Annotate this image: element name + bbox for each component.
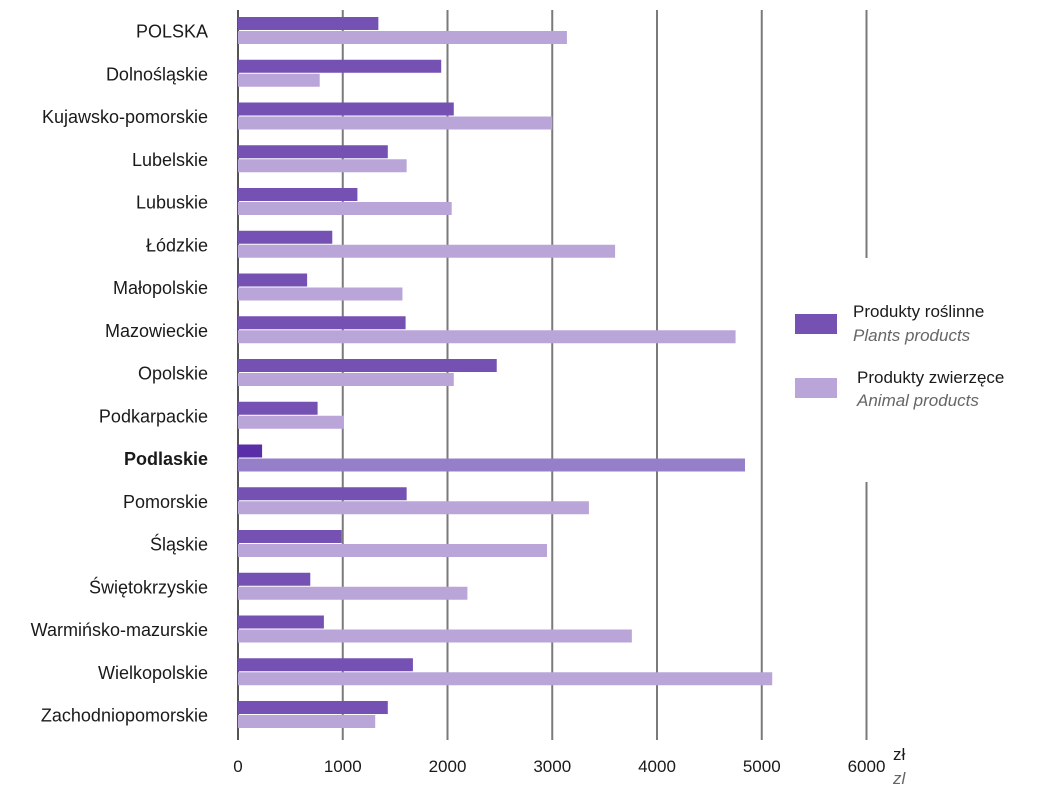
x-unit-label: zł [893, 745, 906, 764]
bar-animal-6 [238, 287, 403, 301]
legend-swatch-plants [795, 314, 837, 334]
bar-animal-15 [238, 672, 773, 686]
x-tick-label-0: 0 [233, 757, 242, 776]
bar-animal-2 [238, 116, 553, 130]
x-unit-label-group: zł zl [892, 745, 907, 788]
category-label-5: Łódzkie [146, 235, 208, 255]
bar-plants-16 [238, 701, 388, 714]
x-tick-label-4000: 4000 [638, 757, 676, 776]
bar-plants-15 [238, 658, 413, 672]
category-label-12: Śląskie [150, 534, 208, 555]
bar-animal-0 [238, 31, 567, 44]
category-labels: POLSKA Dolnośląskie Kujawsko-pomorskie Lube… [31, 22, 208, 726]
bar-animal-5 [238, 244, 616, 258]
bar-animal-1 [238, 73, 320, 87]
bar-plants-11 [238, 487, 407, 501]
x-tick-label-2000: 2000 [429, 757, 467, 776]
category-label-1: Dolnośląskie [106, 64, 208, 84]
category-label-10: Podlaskie [124, 449, 208, 469]
category-label-7: Mazowieckie [105, 321, 208, 341]
bar-plants-6 [238, 273, 308, 287]
bar-plants-7 [238, 316, 406, 330]
category-label-16: Zachodniopomorskie [41, 706, 208, 726]
bar-animal-3 [238, 159, 407, 173]
bar-plants-5 [238, 230, 333, 244]
category-label-6: Małopolskie [113, 278, 208, 298]
legend: Produkty roślinne Plants products Produkty… [795, 302, 1004, 410]
legend-label-animal: Produkty zwierzęce [857, 368, 1004, 387]
x-tick-label-3000: 3000 [533, 757, 571, 776]
bar-animal-7 [238, 330, 736, 344]
x-tick-label-6000: 6000 [848, 757, 886, 776]
bar-plants-12 [238, 530, 342, 543]
bar-animal-16 [238, 715, 376, 728]
x-tick-label-5000: 5000 [743, 757, 781, 776]
legend-label-en-plants: Plants products [853, 326, 971, 345]
legend-label-en-animal: Animal products [856, 391, 979, 410]
bar-animal-12 [238, 544, 548, 557]
bar-plants-8 [238, 359, 497, 372]
bar-animal-8 [238, 373, 454, 386]
bar-plants-13 [238, 572, 311, 586]
bar-animal-11 [238, 501, 589, 515]
category-label-14: Warmińsko-mazurskie [31, 620, 208, 640]
bar-animal-13 [238, 586, 468, 600]
category-label-15: Wielkopolskie [98, 663, 208, 683]
bar-animal-4 [238, 202, 452, 215]
x-tick-label-1000: 1000 [324, 757, 362, 776]
bar-animal-14 [238, 629, 632, 643]
bar-plants-14 [238, 615, 324, 629]
legend-swatch-animal [795, 378, 837, 398]
bar-animal-9 [238, 415, 344, 429]
category-label-8: Opolskie [138, 364, 208, 384]
category-label-3: Lubelskie [132, 150, 208, 170]
bar-plants-2 [238, 102, 454, 116]
category-label-2: Kujawsko-pomorskie [42, 107, 208, 127]
bar-plants-9 [238, 401, 318, 415]
category-label-9: Podkarpackie [99, 406, 208, 426]
category-label-13: Świętokrzyskie [89, 576, 208, 597]
bars [238, 17, 773, 728]
bar-plants-0 [238, 17, 379, 30]
bar-plants-10 [238, 444, 263, 458]
category-label-0: POLSKA [136, 22, 208, 42]
bar-plants-3 [238, 145, 388, 159]
category-label-4: Lubuskie [136, 193, 208, 213]
legend-label-plants: Produkty roślinne [853, 302, 984, 321]
category-label-11: Pomorskie [123, 492, 208, 512]
bar-plants-1 [238, 59, 442, 73]
x-unit-label-en: zl [892, 769, 907, 786]
bar-animal-10 [238, 458, 745, 472]
bar-plants-4 [238, 188, 358, 201]
x-tick-labels: 0 1000 2000 3000 4000 5000 6000 [233, 757, 885, 776]
